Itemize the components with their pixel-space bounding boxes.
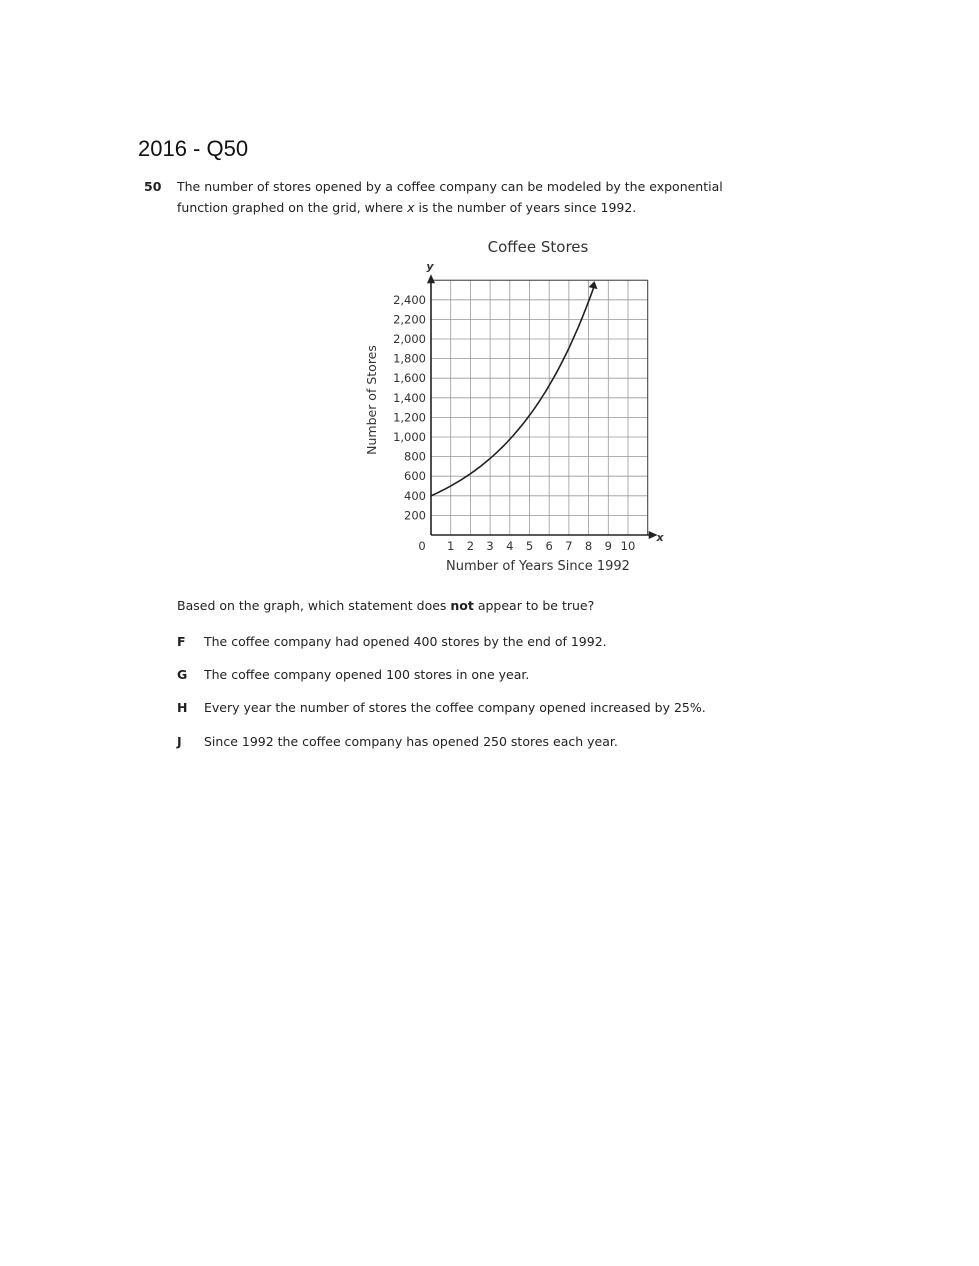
y-tick-label: 2,400: [393, 293, 426, 307]
y-tick-label: 1,000: [393, 430, 426, 444]
x-tick-label: 0: [418, 539, 425, 553]
x-tick-label: 4: [506, 539, 513, 553]
x-tick-label: 1: [447, 539, 454, 553]
option-letter: F: [177, 634, 186, 649]
option-f[interactable]: F The coffee company had opened 400 store…: [177, 634, 607, 649]
chart-title: Coffee Stores: [488, 238, 589, 256]
y-tick-label: 1,800: [393, 352, 426, 366]
curve-arrow: [588, 281, 598, 290]
y-tick-label: 400: [404, 489, 426, 503]
y-axis-arrow: [427, 274, 435, 284]
question-text-line1: The number of stores opened by a coffee …: [177, 179, 723, 194]
option-text: The coffee company opened 100 stores in …: [204, 667, 530, 682]
x-tick-label: 3: [486, 539, 493, 553]
coffee-stores-chart: Coffee Stores y x Number of Stores Numbe…: [364, 238, 664, 574]
exponential-curve: [430, 284, 596, 497]
y-tick-label: 1,200: [393, 410, 426, 424]
prompt-part: Based on the graph, which statement does: [177, 598, 451, 613]
y-tick-label: 200: [404, 508, 426, 522]
x-tick-label: 5: [526, 539, 533, 553]
option-g[interactable]: G The coffee company opened 100 stores in…: [177, 667, 529, 682]
question-text-part: function graphed on the grid, where: [177, 200, 408, 215]
y-tick-label: 800: [404, 450, 426, 464]
prompt: Based on the graph, which statement does…: [177, 598, 594, 613]
option-text: The coffee company had opened 400 stores…: [204, 634, 607, 649]
option-letter: G: [177, 667, 188, 682]
option-letter: H: [177, 700, 188, 715]
question-number: 50: [144, 179, 162, 194]
option-letter: J: [177, 734, 182, 749]
question-text-line2: function graphed on the grid, where x is…: [177, 200, 636, 215]
question-text-part: is the number of years since 1992.: [414, 200, 637, 215]
x-tick-label: 2: [467, 539, 474, 553]
tick-labels: 200 400 600 800 1,000 1,200 1,400 1,600 1,800 2,0…: [393, 293, 635, 553]
y-tick-label: 2,200: [393, 312, 426, 326]
prompt-part: appear to be true?: [473, 598, 595, 613]
prompt-bold: not: [450, 598, 474, 613]
x-axis-symbol: x: [655, 531, 664, 544]
option-h[interactable]: H Every year the number of stores the cof…: [177, 700, 706, 715]
y-tick-label: 2,000: [393, 332, 426, 346]
x-tick-label: 10: [621, 539, 636, 553]
option-j[interactable]: J Since 1992 the coffee company has opene…: [177, 734, 618, 749]
arrows: [427, 274, 658, 539]
x-tick-label: 6: [546, 539, 553, 553]
x-tick-label: 8: [585, 539, 592, 553]
x-axis-label: Number of Years Since 1992: [446, 559, 630, 574]
y-tick-label: 1,600: [393, 371, 426, 385]
y-tick-label: 1,400: [393, 391, 426, 405]
grid: [430, 278, 650, 536]
y-tick-label: 600: [404, 469, 426, 483]
y-axis-label: Number of Stores: [364, 345, 379, 455]
y-axis-symbol: y: [426, 260, 434, 273]
option-text: Since 1992 the coffee company has opened…: [204, 734, 618, 749]
x-axis-arrow: [648, 531, 658, 539]
page-title: 2016 - Q50: [138, 136, 249, 161]
x-tick-label: 9: [605, 539, 612, 553]
option-text: Every year the number of stores the coff…: [204, 700, 706, 715]
question-variable: x: [407, 200, 415, 215]
x-tick-label: 7: [565, 539, 572, 553]
